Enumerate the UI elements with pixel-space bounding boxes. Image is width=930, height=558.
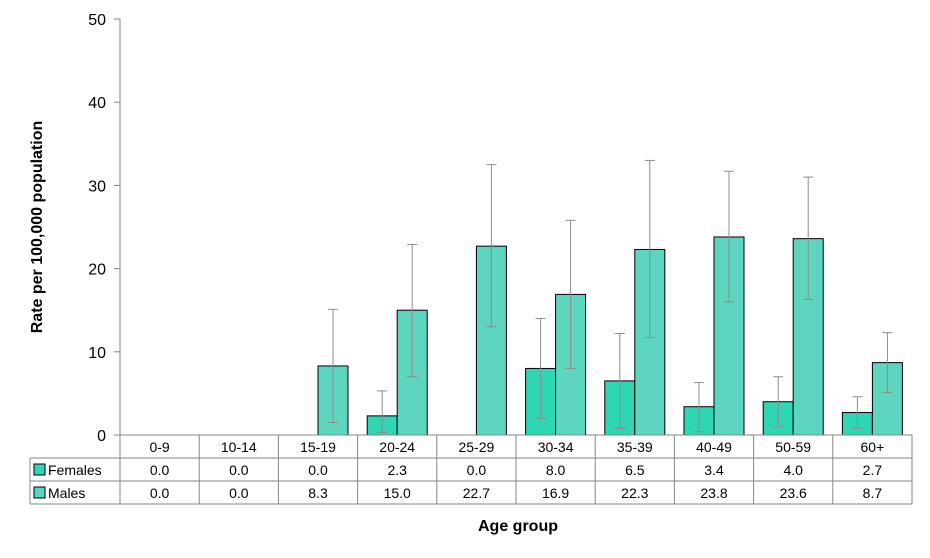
data-label: 8.3: [308, 485, 328, 501]
x-tick-label: 50-59: [775, 439, 811, 455]
data-label: 3.4: [704, 462, 724, 478]
data-label: 0.0: [150, 485, 170, 501]
legend-swatch-males: [33, 486, 46, 499]
y-axis: 0 10 20 30 40 50: [88, 12, 121, 445]
x-tick-label: 0-9: [149, 439, 169, 455]
x-tick-label: 35-39: [617, 439, 653, 455]
data-table: 0-9 10-14 15-19 20-24 25-29 30-34 35-39 40-49 50…: [29, 434, 913, 505]
x-tick-label: 60+: [861, 439, 885, 455]
legend-swatch-females: [33, 463, 46, 476]
data-label: 6.5: [625, 462, 645, 478]
data-label: 0.0: [150, 462, 170, 478]
data-label: 23.6: [780, 485, 807, 501]
data-label: 0.0: [308, 462, 328, 478]
y-axis-title: Rate per 100,000 population: [29, 121, 46, 334]
y-tick-label: 50: [88, 12, 106, 29]
x-tick-label: 25-29: [458, 439, 494, 455]
legend-label-females: Females: [48, 462, 102, 478]
data-label: 15.0: [384, 485, 411, 501]
legend-label-males: Males: [48, 485, 85, 501]
data-label: 16.9: [542, 485, 569, 501]
data-label: 2.3: [387, 462, 407, 478]
data-label: 0.0: [467, 462, 487, 478]
x-tick-label: 20-24: [379, 439, 415, 455]
data-label: 0.0: [229, 485, 249, 501]
data-label: 4.0: [783, 462, 803, 478]
x-tick-label: 30-34: [538, 439, 574, 455]
x-tick-label: 15-19: [300, 439, 336, 455]
y-tick-label: 40: [88, 95, 106, 112]
y-tick-label: 10: [88, 345, 106, 362]
y-tick-label: 30: [88, 178, 106, 195]
error-bars: [328, 159, 893, 434]
data-label: 23.8: [700, 485, 727, 501]
bars: [317, 236, 903, 436]
data-label: 8.7: [863, 485, 883, 501]
y-tick-label: 20: [88, 262, 106, 279]
data-label: 22.7: [463, 485, 490, 501]
data-label: 22.3: [621, 485, 648, 501]
data-label: 8.0: [546, 462, 566, 478]
data-label: 2.7: [863, 462, 883, 478]
x-axis-title: Age group: [478, 518, 558, 535]
data-label: 0.0: [229, 462, 249, 478]
x-tick-label: 10-14: [221, 439, 257, 455]
y-tick-label: 0: [97, 428, 106, 445]
x-tick-label: 40-49: [696, 439, 732, 455]
